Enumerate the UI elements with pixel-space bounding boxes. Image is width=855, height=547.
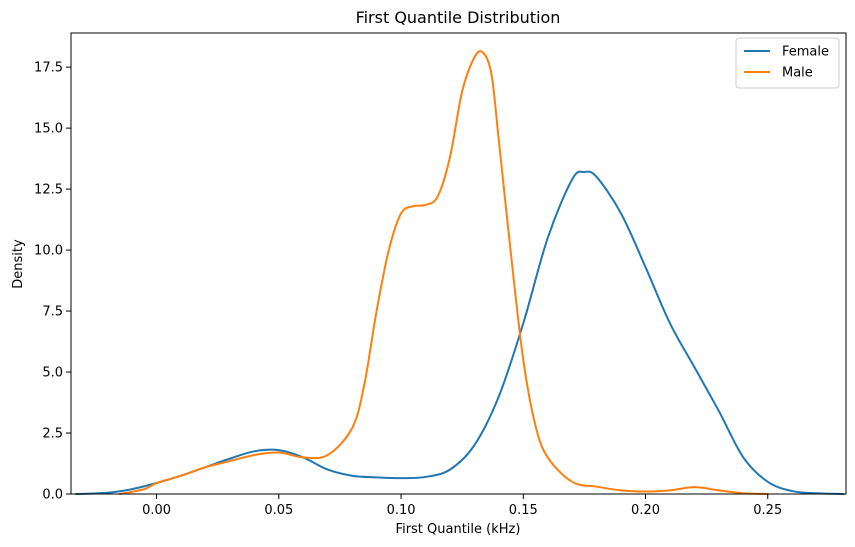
- x-tick-label: 0.20: [631, 503, 660, 518]
- legend-label-male: Male: [782, 66, 813, 81]
- y-tick-label: 10.0: [34, 244, 63, 259]
- legend: Female Male: [735, 37, 840, 89]
- x-tick-label: 0.00: [142, 503, 171, 518]
- y-tick-label: 5.0: [42, 366, 63, 381]
- x-axis-label: First Quantile (kHz): [396, 522, 521, 537]
- x-axis: 0.00 0.05 0.10 0.15 0.20 0.25: [142, 494, 782, 518]
- x-tick-label: 0.10: [387, 503, 416, 518]
- chart-title: First Quantile Distribution: [356, 8, 561, 27]
- y-tick-label: 15.0: [34, 122, 63, 137]
- y-axis-label: Density: [11, 239, 26, 289]
- x-tick-label: 0.15: [509, 503, 538, 518]
- y-axis: 0.0 2.5 5.0 7.5 10.0 12.5 15.0 17.5: [34, 61, 71, 503]
- y-tick-label: 7.5: [42, 305, 63, 320]
- series-line-male: [118, 50, 769, 495]
- x-tick-label: 0.05: [264, 503, 293, 518]
- y-tick-label: 2.5: [42, 427, 63, 442]
- y-tick-label: 0.0: [42, 488, 63, 503]
- y-tick-label: 12.5: [34, 183, 63, 198]
- x-tick-label: 0.25: [753, 503, 782, 518]
- axes-frame: [70, 32, 847, 495]
- legend-label-female: Female: [782, 45, 829, 60]
- plot-area: [74, 50, 845, 495]
- y-tick-label: 17.5: [34, 61, 63, 76]
